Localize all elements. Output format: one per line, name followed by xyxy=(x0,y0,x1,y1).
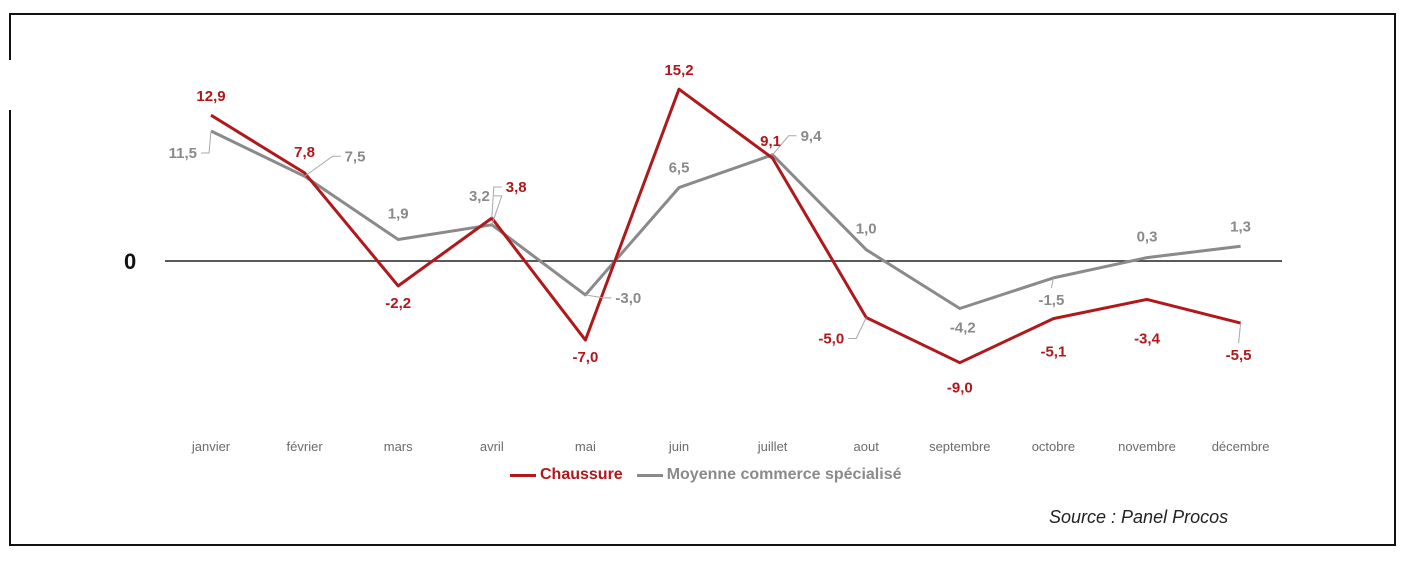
data-label: -1,5 xyxy=(1038,292,1064,309)
data-label: -3,0 xyxy=(615,290,641,307)
data-label: -4,2 xyxy=(950,319,976,336)
data-label: 9,1 xyxy=(760,133,781,150)
leader-line xyxy=(304,155,341,177)
data-label: -2,2 xyxy=(385,295,411,312)
leader-line xyxy=(491,186,502,219)
x-axis-ticks: janvier février mars avril mai juin juillet aou… xyxy=(191,439,1270,454)
data-label: -5,0 xyxy=(818,331,844,348)
leader-line xyxy=(1238,323,1242,344)
source-note: Source : Panel Procos xyxy=(1049,507,1229,527)
data-label: -5,5 xyxy=(1226,347,1252,364)
data-label: 11,5 xyxy=(169,145,197,162)
data-label: 1,9 xyxy=(388,206,409,223)
leader-line xyxy=(585,294,612,299)
x-tick-label: aout xyxy=(854,439,880,454)
series-line-chaussure xyxy=(210,87,1241,365)
x-tick-label: juin xyxy=(668,439,689,454)
x-tick-label: décembre xyxy=(1212,439,1270,454)
data-label: 3,8 xyxy=(506,179,527,196)
chart-frame xyxy=(9,13,1396,546)
data-label: 12,9 xyxy=(196,88,225,105)
data-label: -5,1 xyxy=(1040,344,1066,361)
data-label: 3,2 xyxy=(469,188,490,205)
frame-notch xyxy=(0,60,12,110)
x-tick-label: juillet xyxy=(757,439,788,454)
data-label: -3,4 xyxy=(1134,330,1161,347)
data-label: 15,2 xyxy=(664,62,693,79)
x-tick-label: mai xyxy=(575,439,596,454)
label-leaders xyxy=(201,131,1242,344)
legend: Chaussure Moyenne commerce spécialisé xyxy=(510,466,901,484)
series-line-moyenne xyxy=(210,129,1241,310)
x-tick-label: septembre xyxy=(929,439,990,454)
x-tick-label: octobre xyxy=(1032,439,1075,454)
series-lines xyxy=(210,87,1241,365)
data-label: -7,0 xyxy=(572,349,598,366)
leader-line xyxy=(201,131,212,154)
legend-swatch-chaussure xyxy=(510,473,536,477)
data-label: 7,5 xyxy=(345,148,366,165)
leader-line xyxy=(848,317,867,339)
legend-item-moyenne: Moyenne commerce spécialisé xyxy=(636,466,902,484)
x-tick-label: mars xyxy=(384,439,413,454)
legend-item-chaussure: Chaussure xyxy=(510,466,623,484)
legend-label-moyenne: Moyenne commerce spécialisé xyxy=(666,466,902,483)
leader-line xyxy=(772,135,797,156)
data-label: 6,5 xyxy=(669,160,690,177)
x-tick-label: janvier xyxy=(191,439,231,454)
leader-line xyxy=(1050,277,1054,289)
legend-swatch-moyenne xyxy=(636,473,663,477)
x-tick-label: février xyxy=(287,439,324,454)
leader-line xyxy=(491,195,503,226)
data-label: 1,3 xyxy=(1230,218,1251,235)
data-label: 0,3 xyxy=(1137,229,1158,246)
data-label: -9,0 xyxy=(947,380,973,397)
zero-axis-label: 0 xyxy=(124,249,136,274)
legend-label-chaussure: Chaussure xyxy=(540,466,623,483)
x-tick-label: novembre xyxy=(1118,439,1176,454)
data-label: 7,8 xyxy=(294,144,315,161)
data-labels: 11,5 7,5 1,9 3,2 -3,0 6,5 9,4 1,0 -4,2 -1,5 0,3 1,3… xyxy=(169,62,1252,396)
data-label: 9,4 xyxy=(801,128,823,145)
data-label: 1,0 xyxy=(856,221,877,238)
x-tick-label: avril xyxy=(480,439,504,454)
